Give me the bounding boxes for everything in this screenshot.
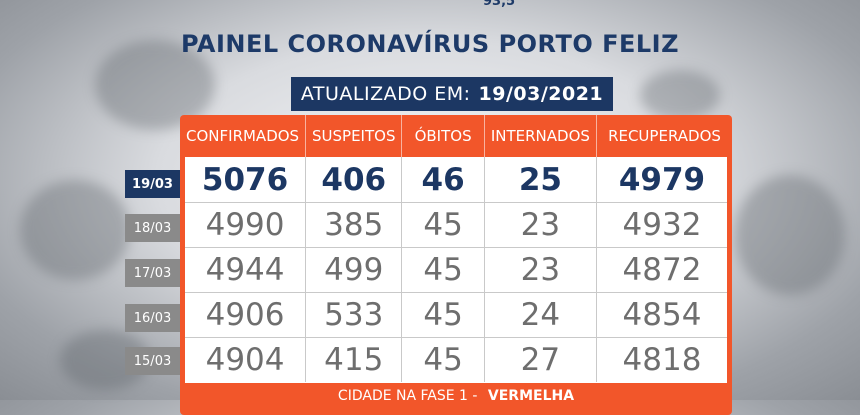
value-confirmados: 5076 — [185, 157, 307, 202]
page-title: PAINEL CORONAVÍRUS PORTO FELIZ — [181, 30, 679, 58]
value-recuperados: 4818 — [622, 341, 702, 378]
table-row: 4906 533 45 24 4854 — [185, 292, 727, 338]
value-obitos: 45 — [402, 337, 485, 382]
header-confirmados: CONFIRMADOS — [180, 115, 307, 157]
phase-value: VERMELHA — [487, 388, 575, 404]
header-obitos: ÓBITOS — [402, 115, 485, 157]
row-date-label: 18/03 — [125, 214, 180, 242]
value-recuperados: 4854 — [622, 296, 702, 333]
value-confirmados: 4906 — [185, 292, 307, 337]
value-recuperados: 4979 — [618, 161, 706, 198]
table-row: 4944 499 45 23 4872 — [185, 247, 727, 293]
table-row: 4904 415 45 27 4818 — [185, 337, 727, 382]
value-internados: 23 — [485, 247, 597, 292]
background-virus-shape — [20, 180, 130, 280]
value-internados: 25 — [485, 157, 597, 202]
table-header: CONFIRMADOS SUSPEITOS ÓBITOS INTERNADOS … — [180, 115, 732, 157]
value-confirmados: 4944 — [185, 247, 307, 292]
row-date-label: 17/03 — [125, 259, 180, 287]
phase-footer: CIDADE NA FASE 1 - VERMELHA — [180, 388, 732, 404]
header-recuperados: RECUPERADOS — [608, 127, 721, 145]
value-suspeitos: 415 — [306, 337, 403, 382]
value-recuperados: 4932 — [622, 206, 702, 243]
background-virus-shape — [640, 70, 720, 120]
value-confirmados: 4990 — [185, 202, 307, 247]
header-internados: INTERNADOS — [485, 115, 597, 157]
value-suspeitos: 499 — [306, 247, 403, 292]
row-date-label: 19/03 — [125, 170, 180, 198]
value-internados: 24 — [485, 292, 597, 337]
value-suspeitos: 385 — [306, 202, 403, 247]
value-internados: 23 — [485, 202, 597, 247]
station-logo-fragment: 93,5 — [483, 0, 516, 9]
value-internados: 27 — [485, 337, 597, 382]
value-obitos: 45 — [402, 292, 485, 337]
value-recuperados: 4872 — [622, 251, 702, 288]
table-row: 4990 385 45 23 4932 — [185, 202, 727, 248]
stats-table: 5076 406 46 25 4979 4990 385 45 23 4932 … — [185, 157, 727, 383]
updated-date: 19/03/2021 — [478, 83, 604, 105]
table-row: 5076 406 46 25 4979 — [185, 157, 727, 203]
value-confirmados: 4904 — [185, 337, 307, 382]
phase-text: CIDADE NA FASE 1 - — [337, 388, 478, 404]
header-suspeitos: SUSPEITOS — [306, 115, 403, 157]
value-obitos: 45 — [402, 202, 485, 247]
row-date-label: 15/03 — [125, 347, 180, 375]
value-obitos: 46 — [402, 157, 485, 202]
row-date-label: 16/03 — [125, 304, 180, 332]
background-virus-shape — [735, 175, 845, 295]
updated-label: ATUALIZADO EM: — [300, 83, 471, 105]
value-suspeitos: 406 — [306, 157, 403, 202]
updated-banner: ATUALIZADO EM: 19/03/2021 — [291, 77, 613, 111]
value-suspeitos: 533 — [306, 292, 403, 337]
value-obitos: 45 — [402, 247, 485, 292]
